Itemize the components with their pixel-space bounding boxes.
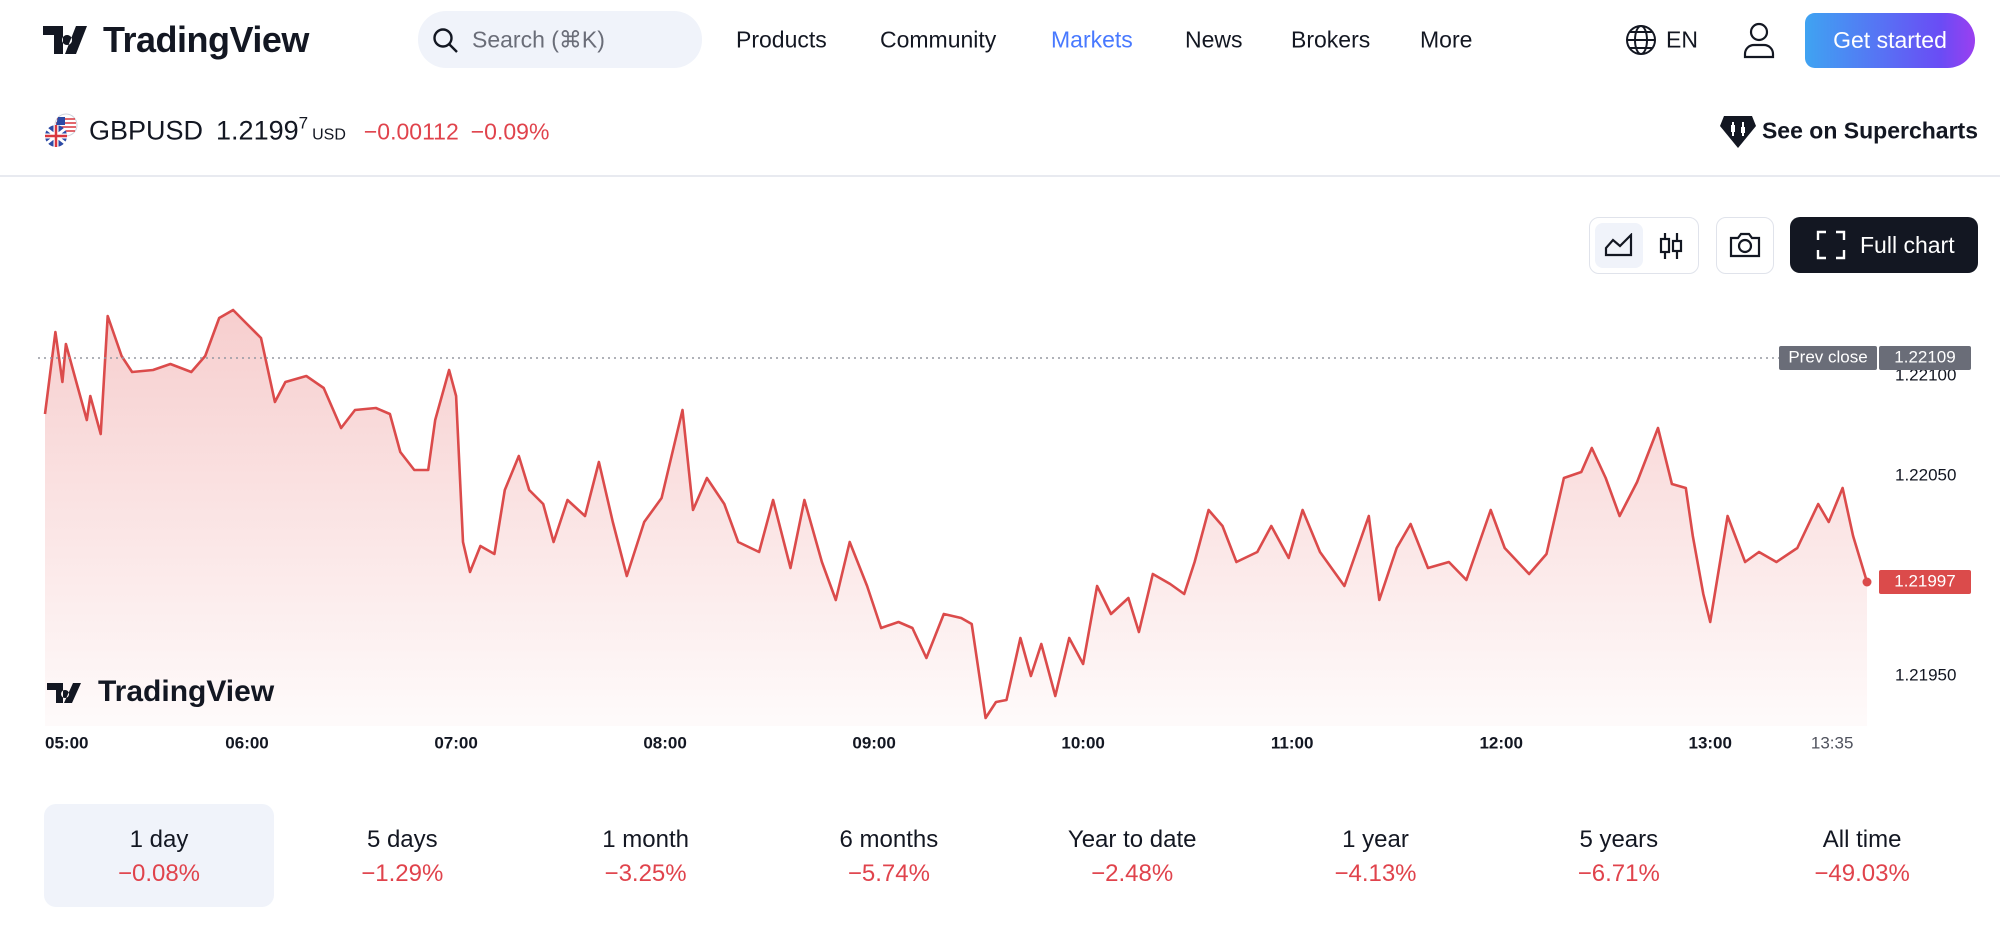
period-change: −49.03% — [1814, 860, 1910, 887]
nav-item[interactable]: Community — [880, 26, 997, 53]
period-label: 1 day — [129, 826, 189, 853]
search-placeholder: Search (⌘K) — [472, 26, 605, 52]
symbol-price-last-digit: 7 — [298, 113, 309, 133]
period-change: −0.08% — [117, 860, 201, 887]
period-tab[interactable]: 5 years −6.71% — [1504, 804, 1734, 907]
full-chart-label: Full chart — [1860, 231, 1955, 258]
symbol-change-percent: −0.09% — [470, 118, 550, 145]
nav-item[interactable]: More — [1420, 26, 1473, 53]
x-tick-label: 08:00 — [643, 733, 686, 752]
nav-item[interactable]: Products — [736, 26, 827, 53]
period-tab[interactable]: 5 days −1.29% — [287, 804, 517, 907]
period-change: −5.74% — [847, 860, 930, 887]
period-label: Year to date — [1067, 826, 1197, 853]
price-line — [43, 308, 1869, 720]
period-change: −1.29% — [361, 860, 444, 887]
prev-close-value: 1.22109 — [1894, 347, 1955, 366]
full-chart-button[interactable]: Full chart — [1790, 217, 1978, 273]
plot: 1.22100 1.22050 1.21950 05:00 06:00 07:00 08:0… — [38, 308, 1971, 752]
period-change: −3.25% — [604, 860, 687, 887]
period-change: −6.71% — [1577, 860, 1660, 887]
x-tick-label: 13:35 — [1811, 733, 1854, 752]
period-label: 5 years — [1579, 826, 1659, 853]
area-style-button[interactable] — [1595, 223, 1643, 268]
period-tab[interactable]: 1 year −4.13% — [1261, 804, 1491, 907]
fullscreen-icon — [1816, 230, 1846, 260]
nav-item[interactable]: News — [1185, 26, 1243, 53]
symbol-price: 1.2199 — [216, 115, 299, 146]
logo-text: TradingView — [103, 19, 309, 60]
x-tick-label: 13:00 — [1688, 733, 1731, 752]
symbol-name: GBPUSD — [89, 115, 204, 146]
x-tick-label: 11:00 — [1271, 733, 1314, 752]
last-price-label: 1.21997 — [1894, 571, 1955, 590]
y-tick-label: 1.21950 — [1895, 665, 1956, 684]
nav-item[interactable]: Markets — [1051, 26, 1133, 53]
logo-mark — [43, 26, 87, 54]
globe-icon[interactable] — [1624, 23, 1658, 57]
prev-close-label: Prev close — [1788, 347, 1867, 366]
period-tab[interactable]: 6 months −5.74% — [774, 804, 1004, 907]
last-price-dot — [1862, 577, 1872, 587]
x-tick-label: 07:00 — [434, 733, 477, 752]
search-box[interactable]: Search (⌘K) — [418, 11, 702, 68]
watermark-logo — [47, 683, 81, 703]
symbol-row: GBPUSD 1.2199 7 USD −0.00112 −0.09% — [89, 113, 550, 147]
snapshot-button[interactable] — [1716, 217, 1774, 274]
logo[interactable] — [43, 24, 95, 61]
period-change: −2.48% — [1091, 860, 1174, 887]
y-tick-label: 1.22100 — [1895, 365, 1956, 384]
language[interactable]: EN — [1666, 26, 1698, 53]
search-icon — [433, 28, 458, 53]
nav-item[interactable]: Brokers — [1291, 26, 1371, 53]
period-tab[interactable]: 1 day −0.08% — [44, 804, 274, 907]
period-tab[interactable]: All time −49.03% — [1747, 804, 1977, 907]
area-icon — [1604, 233, 1633, 257]
period-tab[interactable]: 1 month −3.25% — [531, 804, 761, 907]
symbol-change: −0.00112 — [363, 118, 459, 145]
period-label: 1 year — [1342, 826, 1409, 853]
x-tick-label: 12:00 — [1479, 733, 1522, 752]
get-started-button[interactable]: Get started — [1805, 13, 1975, 68]
period-label: 5 days — [366, 826, 438, 853]
last-price-tag — [1879, 570, 1971, 594]
get-started-label: Get started — [1833, 27, 1947, 53]
period-label: 6 months — [839, 826, 939, 853]
area-fill — [45, 310, 1867, 726]
symbol-currency: USD — [312, 126, 346, 144]
x-tick-label: 09:00 — [852, 733, 895, 752]
supercharts-icon[interactable] — [1720, 114, 1756, 148]
watermark-text: TradingView — [98, 675, 275, 708]
prev-close-value-tag — [1879, 346, 1971, 370]
prev-close-tag — [1779, 346, 1877, 370]
user-icon[interactable] — [1742, 21, 1776, 59]
x-tick-label: 05:00 — [45, 733, 88, 752]
candle-style-button[interactable] — [1656, 232, 1686, 260]
x-tick-label: 06:00 — [225, 733, 268, 752]
camera-icon — [1729, 232, 1761, 258]
symbol-flags — [45, 113, 78, 147]
period-tab[interactable]: Year to date −2.48% — [1017, 804, 1247, 907]
period-label: 1 month — [602, 826, 689, 853]
y-tick-label: 1.22050 — [1895, 465, 1956, 484]
period-label: All time — [1822, 826, 1902, 853]
chart-style-group — [1589, 217, 1699, 274]
supercharts-link[interactable]: See on Supercharts — [1761, 117, 1978, 144]
period-change: −4.13% — [1334, 860, 1417, 887]
x-tick-label: 10:00 — [1061, 733, 1104, 752]
